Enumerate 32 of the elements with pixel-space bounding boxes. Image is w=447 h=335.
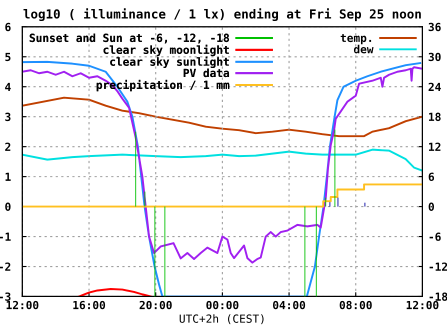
y2-tick-label: 6	[428, 172, 434, 182]
y2-tick-label: 18	[428, 112, 441, 122]
x-tick-label: 04:00	[273, 300, 306, 310]
y2-tick-label: 24	[428, 82, 441, 91]
y2-tick-label: -6	[430, 232, 441, 241]
x-tick-label: 12:00	[406, 300, 438, 310]
legend-label: temp.	[340, 34, 372, 44]
chart-title: log10 ( illuminance / 1 lx) ending at Fri Sep 25 noon	[24, 8, 421, 22]
y-tick-label: 0	[5, 202, 11, 211]
y2-tick-label: -18	[430, 292, 447, 301]
legend-label: PV data	[184, 68, 230, 78]
x-tick-label: 16:00	[73, 300, 106, 310]
y2-tick-label: 0	[428, 202, 434, 211]
x-tick-label: 20:00	[140, 300, 172, 310]
y-tick-label: 1	[6, 172, 11, 181]
legend-label: clear sky sunlight	[110, 56, 229, 68]
legend-label: Sunset and Sun at -6, -12, -18	[30, 33, 229, 44]
y2-tick-label: -12	[430, 262, 447, 271]
y-tick-label: 5	[5, 52, 10, 62]
y-tick-label: 6	[5, 22, 11, 32]
y-tick-label: 4	[5, 82, 11, 91]
y2-tick-label: 36	[428, 22, 441, 32]
y-tick-label: 2	[5, 142, 10, 151]
y2-tick-label: 30	[428, 52, 441, 62]
x-tick-label: 00:00	[206, 300, 238, 310]
legend-label: clear sky moonlight	[104, 44, 229, 56]
x-axis-title: UTC+2h (CEST)	[180, 314, 264, 324]
x-tick-label: 12:00	[6, 300, 38, 310]
legend-label: dew	[354, 44, 374, 54]
y-tick-label: 3	[5, 112, 11, 122]
x-tick-label: 08:00	[340, 300, 372, 310]
y2-tick-label: 12	[428, 142, 440, 151]
